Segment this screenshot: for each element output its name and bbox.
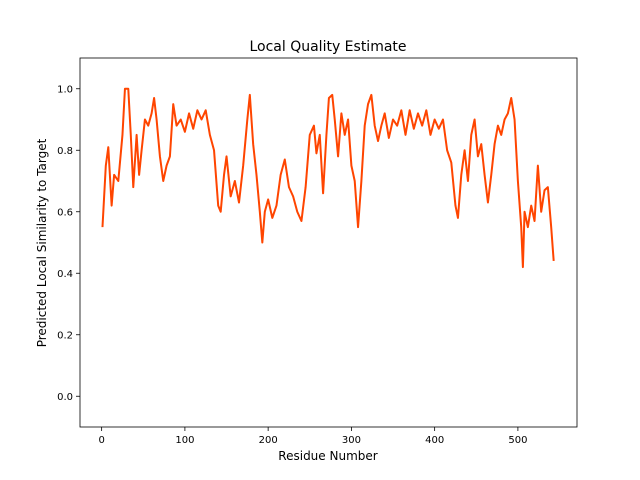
x-tick-label: 300 [342, 435, 361, 446]
y-tick-label: 0.2 [57, 330, 73, 341]
x-tick-label: 500 [508, 435, 527, 446]
x-tick-label: 200 [259, 435, 278, 446]
chart-title: Local Quality Estimate [249, 39, 406, 55]
y-tick-label: 0.0 [57, 392, 73, 403]
x-axis-label: Residue Number [278, 449, 377, 463]
x-tick-label: 100 [175, 435, 194, 446]
data-line [101, 87, 555, 269]
y-tick-label: 0.4 [57, 269, 73, 280]
y-tick-label: 1.0 [57, 84, 73, 95]
plot-frame [79, 57, 578, 428]
x-tick-label: 0 [98, 435, 104, 446]
y-tick-label: 0.6 [57, 207, 73, 218]
x-tick-label: 400 [425, 435, 444, 446]
y-tick-label: 0.8 [57, 146, 73, 157]
y-axis-label: Predicted Local Similarity to Target [35, 138, 49, 347]
